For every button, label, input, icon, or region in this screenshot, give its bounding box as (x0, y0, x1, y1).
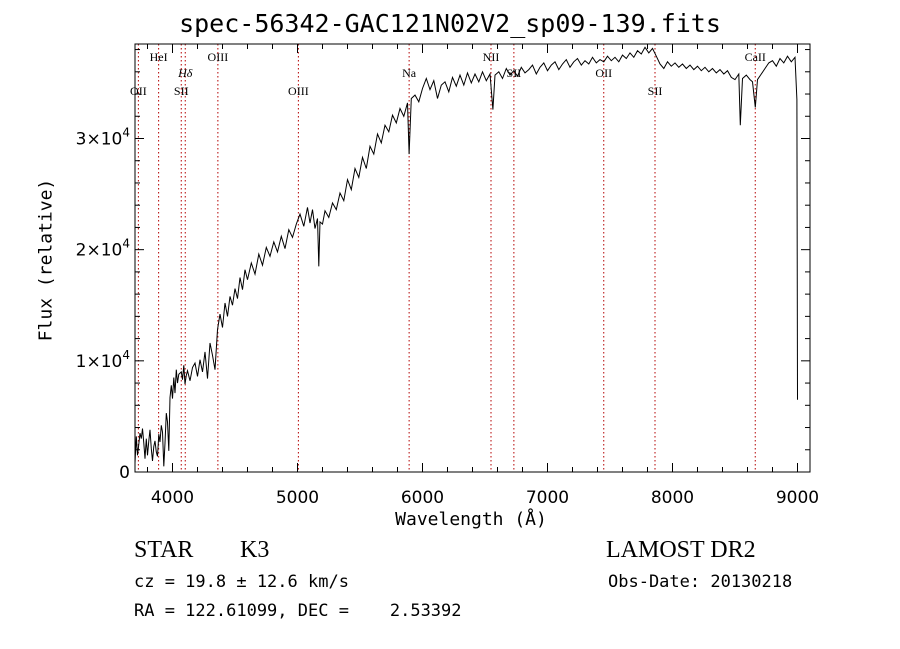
spectral-line-label: Na (402, 66, 417, 80)
x-tick-label: 8000 (651, 488, 694, 508)
coordinates-text: RA = 122.61099, DEC = 2.53392 (134, 601, 462, 621)
y-tick-label: 3×104 (76, 125, 130, 149)
y-tick-label: 0 (119, 463, 130, 483)
spectral-line-label: NII (483, 50, 500, 64)
spectral-line-label: OII (595, 66, 612, 80)
object-subclass: K3 (240, 537, 270, 563)
spectral-line-label: SII (648, 84, 663, 98)
observation-date: Obs-Date: 20130218 (608, 572, 793, 592)
object-class: STAR (134, 537, 194, 563)
x-axis-label: Wavelength (Å) (395, 509, 547, 530)
spectral-line-label: SII (174, 84, 189, 98)
spectral-line-label: CaII (745, 50, 766, 64)
x-tick-label: 9000 (776, 488, 819, 508)
x-axis-ticks: 4000 5000 6000 7000 8000 9000 (147, 44, 819, 508)
spectral-line-label: OIII (288, 84, 309, 98)
spectrum-line (134, 46, 798, 467)
chart-title: spec-56342-GAC121N02V2_sp09-139.fits (179, 9, 721, 38)
x-tick-label: 4000 (151, 488, 194, 508)
spectral-line-label: HeI (150, 50, 168, 64)
spectral-line-label: Hδ (177, 66, 193, 80)
x-tick-label: 6000 (401, 488, 444, 508)
x-tick-label: 5000 (276, 488, 319, 508)
y-axis-label: Flux (relative) (35, 178, 57, 342)
spectral-line-markers (137, 44, 756, 472)
redshift-text: cz = 19.8 ± 12.6 km/s (134, 572, 349, 592)
spectral-line-label: OII (130, 84, 147, 98)
y-tick-label: 2×104 (76, 237, 130, 261)
plot-frame (134, 43, 811, 473)
survey-name: LAMOST DR2 (606, 537, 756, 563)
x-tick-label: 7000 (526, 488, 569, 508)
y-tick-label: 1×104 (76, 348, 130, 372)
spectral-line-label: OIII (208, 50, 229, 64)
y-axis-ticks: 0 1×104 2×104 3×104 (76, 49, 810, 483)
